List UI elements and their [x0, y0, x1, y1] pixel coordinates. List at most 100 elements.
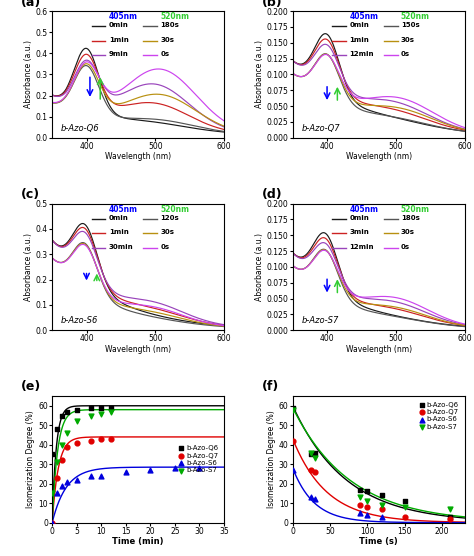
Point	[356, 508, 364, 517]
Legend: b-Azo-Q6, b-Azo-Q7, b-Azo-S6, b-Azo-S7: b-Azo-Q6, b-Azo-Q7, b-Azo-S6, b-Azo-S7	[176, 443, 220, 475]
Point	[122, 468, 129, 476]
Text: 12min: 12min	[349, 244, 374, 250]
Point	[379, 504, 386, 513]
Point	[308, 465, 315, 474]
Point	[401, 512, 409, 521]
Text: 30s: 30s	[401, 37, 415, 43]
Text: 405nm: 405nm	[349, 12, 378, 21]
Point	[379, 512, 386, 521]
Point	[146, 465, 154, 474]
Point	[311, 468, 319, 476]
Point	[73, 438, 81, 447]
Point	[58, 456, 66, 465]
Y-axis label: Absorbance (a.u.): Absorbance (a.u.)	[24, 233, 33, 301]
Point	[73, 417, 81, 426]
Point	[48, 450, 56, 459]
Point	[58, 440, 66, 449]
Point	[48, 518, 56, 527]
Text: b-Azo-S7: b-Azo-S7	[301, 316, 338, 325]
Point	[58, 481, 66, 490]
Text: 0min: 0min	[109, 22, 128, 28]
Point	[48, 489, 56, 498]
Point	[308, 493, 315, 502]
Text: 30s: 30s	[160, 229, 174, 235]
Text: 0min: 0min	[349, 22, 369, 28]
X-axis label: Wavelength (nm): Wavelength (nm)	[105, 345, 171, 354]
Point	[63, 477, 71, 486]
Point	[88, 436, 95, 445]
Point	[356, 493, 364, 502]
Point	[73, 405, 81, 414]
X-axis label: Wavelength (nm): Wavelength (nm)	[346, 345, 412, 354]
Point	[58, 411, 66, 420]
Point	[48, 518, 56, 527]
Text: (c): (c)	[21, 188, 40, 201]
Text: 0s: 0s	[401, 244, 410, 250]
Point	[308, 448, 315, 457]
Text: 9min: 9min	[109, 51, 128, 57]
Point	[446, 512, 453, 521]
Point	[53, 489, 61, 498]
Text: 1min: 1min	[349, 37, 369, 43]
Point	[63, 407, 71, 416]
Point	[107, 407, 115, 416]
Text: 405nm: 405nm	[349, 205, 378, 214]
Point	[107, 403, 115, 412]
Y-axis label: Absorbance (a.u.): Absorbance (a.u.)	[255, 233, 264, 301]
Point	[53, 425, 61, 434]
Text: 0s: 0s	[160, 244, 170, 250]
Point	[73, 475, 81, 484]
Point	[289, 405, 297, 414]
Point	[98, 471, 105, 480]
Point	[107, 434, 115, 443]
Point	[63, 429, 71, 438]
Y-axis label: Isomerization Degree (%): Isomerization Degree (%)	[267, 410, 276, 508]
Point	[196, 464, 203, 473]
Text: 30s: 30s	[160, 37, 174, 43]
Point	[356, 500, 364, 509]
Text: b-Azo-Q6: b-Azo-Q6	[61, 123, 100, 133]
Text: b-Azo-Q7: b-Azo-Q7	[301, 123, 340, 133]
Point	[98, 409, 105, 418]
Text: 405nm: 405nm	[109, 205, 138, 214]
Point	[53, 458, 61, 466]
Point	[63, 442, 71, 451]
Text: (a): (a)	[21, 0, 41, 8]
Legend: b-Azo-Q6, b-Azo-Q7, b-Azo-S6, b-Azo-S7: b-Azo-Q6, b-Azo-Q7, b-Azo-S6, b-Azo-S7	[417, 400, 461, 432]
Text: (d): (d)	[262, 188, 283, 201]
Text: 405nm: 405nm	[109, 12, 138, 21]
Point	[289, 436, 297, 445]
Point	[379, 500, 386, 509]
Point	[311, 448, 319, 457]
Point	[364, 497, 371, 505]
Point	[88, 411, 95, 420]
Point	[364, 503, 371, 512]
Text: 1min: 1min	[109, 229, 128, 235]
X-axis label: Time (s): Time (s)	[359, 537, 398, 546]
X-axis label: Wavelength (nm): Wavelength (nm)	[105, 152, 171, 161]
Text: 1min: 1min	[109, 37, 128, 43]
Text: 0min: 0min	[109, 215, 128, 221]
Point	[88, 471, 95, 480]
Text: 0min: 0min	[349, 215, 369, 221]
Text: (f): (f)	[262, 380, 279, 394]
Point	[171, 464, 179, 473]
Y-axis label: Absorbance (a.u.): Absorbance (a.u.)	[24, 41, 33, 108]
Point	[88, 403, 95, 412]
Point	[364, 510, 371, 519]
Text: 3min: 3min	[349, 229, 369, 235]
Point	[401, 497, 409, 505]
Text: 520nm: 520nm	[160, 12, 190, 21]
Point	[401, 503, 409, 512]
Text: 520nm: 520nm	[401, 205, 430, 214]
Point	[98, 403, 105, 412]
Point	[308, 450, 315, 459]
Y-axis label: Isomerization Degree (%): Isomerization Degree (%)	[27, 410, 36, 508]
Text: 120s: 120s	[160, 215, 179, 221]
Point	[364, 487, 371, 496]
Text: 180s: 180s	[160, 22, 179, 28]
Point	[53, 473, 61, 482]
Text: 0s: 0s	[401, 51, 410, 57]
Point	[356, 485, 364, 494]
Text: 0s: 0s	[160, 51, 170, 57]
